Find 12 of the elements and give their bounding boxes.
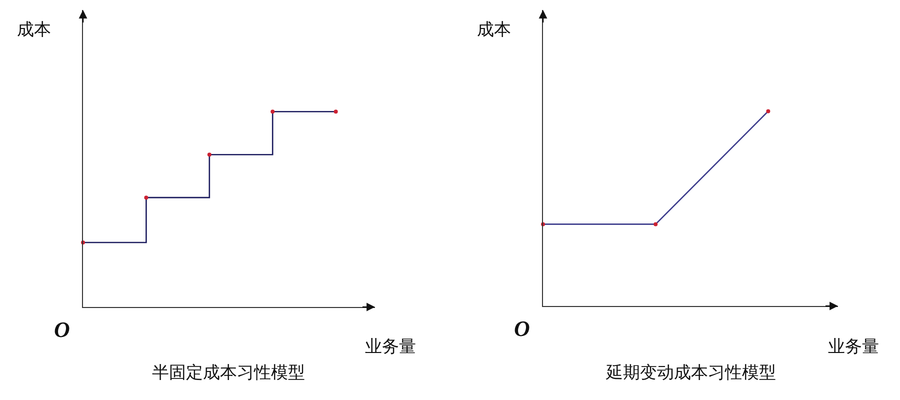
y-axis-title: 成本 — [477, 20, 511, 40]
text: O — [54, 317, 70, 342]
point — [334, 110, 338, 114]
text: 延期变动成本习性模型 — [605, 363, 776, 383]
text: O — [514, 316, 530, 341]
y-axis-title: 成本 — [17, 20, 51, 40]
text: 半固定成本习性模型 — [152, 363, 305, 383]
point — [270, 110, 275, 114]
x-axis-title: 业务量 — [828, 337, 879, 357]
point — [207, 152, 212, 157]
x-axis-title: 业务量 — [365, 337, 416, 357]
point — [144, 196, 148, 200]
